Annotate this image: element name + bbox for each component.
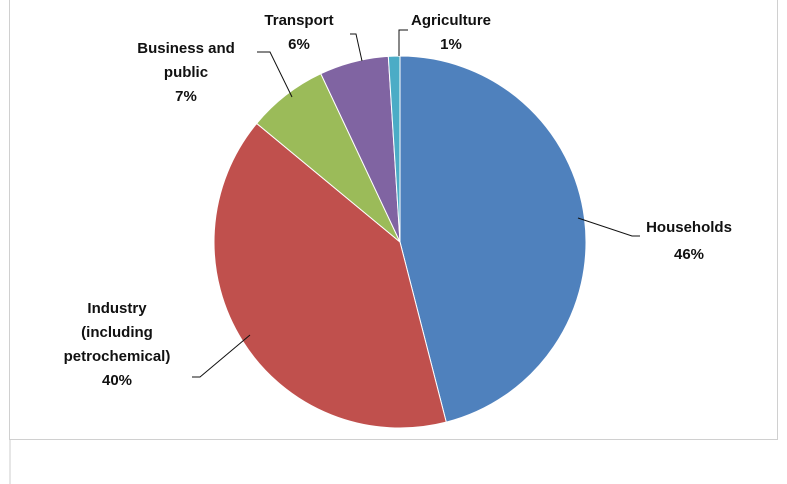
- slice-name-business: public: [164, 64, 208, 81]
- slice-label-transport: Transport 6%: [264, 12, 333, 53]
- slice-name-industry: petrochemical): [64, 348, 171, 365]
- slice-percent-transport: 6%: [288, 36, 310, 53]
- slice-percent-households: 46%: [674, 246, 704, 263]
- slice-name-households: Households: [646, 219, 732, 236]
- slice-percent-business: 7%: [175, 88, 197, 105]
- slice-percent-industry: 40%: [102, 372, 132, 389]
- frame-edge: [9, 440, 11, 484]
- slice-label-households: Households 46%: [646, 219, 732, 263]
- slice-name-business: Business and: [137, 40, 235, 57]
- pie-slice-industry: [213, 122, 447, 429]
- slice-name-industry: Industry: [87, 300, 147, 317]
- leader-line-agriculture: [398, 29, 408, 56]
- pie-slice-households: [399, 55, 587, 423]
- slice-name-agriculture: Agriculture: [411, 12, 491, 29]
- slice-label-industry: Industry (including petrochemical) 40%: [64, 300, 171, 389]
- pie-slice-agriculture: [387, 55, 401, 243]
- leader-line-households: [577, 217, 640, 237]
- leader-line-business: [257, 51, 293, 98]
- chart-frame: [9, 0, 778, 440]
- slice-label-business: Business and public 7%: [137, 40, 235, 105]
- leader-line-industry: [192, 334, 251, 378]
- leader-line-transport: [350, 33, 363, 62]
- slice-name-transport: Transport: [264, 12, 333, 29]
- slice-label-agriculture: Agriculture 1%: [411, 12, 491, 53]
- slice-percent-agriculture: 1%: [440, 36, 462, 53]
- slice-name-industry: (including: [81, 324, 153, 341]
